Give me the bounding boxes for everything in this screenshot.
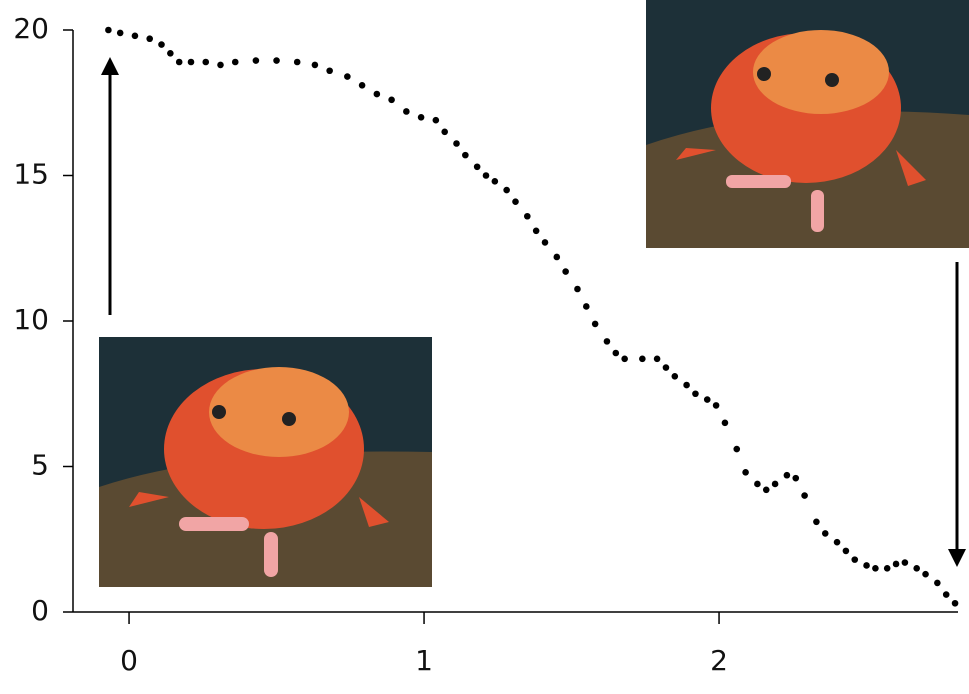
data-point — [417, 114, 425, 121]
data-point — [311, 61, 319, 69]
data-point — [373, 90, 381, 98]
data-point — [892, 560, 900, 568]
data-point — [771, 480, 779, 488]
data-point — [783, 471, 791, 479]
x-tick-label: 0 — [120, 644, 138, 677]
y-tick-label: 5 — [31, 449, 49, 482]
data-point — [217, 61, 224, 69]
data-point — [703, 396, 711, 403]
data-point — [116, 29, 124, 37]
data-point — [754, 480, 761, 488]
data-point — [532, 227, 540, 235]
data-point — [653, 355, 661, 363]
x-tick-label: 1 — [415, 644, 433, 677]
data-point — [913, 565, 920, 572]
fish-photo — [646, 0, 969, 248]
fish-photo — [99, 337, 432, 587]
data-point — [503, 186, 510, 194]
data-point — [231, 58, 239, 66]
data-point — [792, 474, 800, 482]
data-point — [662, 364, 670, 371]
data-point — [453, 140, 460, 147]
data-point — [562, 268, 569, 275]
data-point — [462, 151, 469, 159]
data-point — [821, 530, 829, 537]
data-point — [524, 212, 531, 220]
data-point — [733, 445, 741, 453]
data-point — [951, 599, 959, 607]
data-point — [432, 116, 440, 124]
data-point — [187, 58, 195, 66]
data-point — [591, 320, 599, 328]
data-point — [482, 172, 490, 179]
data-point — [388, 96, 395, 104]
data-point — [344, 73, 351, 80]
data-point — [801, 492, 808, 499]
data-point — [872, 565, 879, 572]
data-point — [863, 562, 870, 569]
data-point — [922, 570, 929, 578]
data-point — [833, 538, 841, 546]
data-point — [683, 381, 690, 389]
data-point — [883, 565, 891, 572]
data-point — [293, 58, 301, 66]
data-point — [131, 32, 139, 40]
data-point — [326, 67, 333, 75]
data-point — [574, 285, 581, 293]
data-point — [934, 579, 941, 587]
data-point — [441, 128, 449, 136]
y-tick-label: 10 — [13, 303, 49, 336]
data-point — [612, 349, 620, 357]
data-point — [403, 108, 410, 115]
data-point — [583, 303, 590, 310]
data-point — [851, 556, 859, 563]
data-point — [158, 41, 165, 48]
data-point — [813, 518, 820, 526]
data-point — [473, 163, 481, 171]
data-point — [901, 559, 909, 566]
data-point — [553, 253, 561, 261]
data-point — [202, 58, 210, 66]
data-point — [742, 469, 749, 476]
data-point — [942, 591, 950, 598]
y-tick-label: 15 — [13, 158, 49, 191]
data-point — [273, 57, 280, 64]
data-point — [167, 49, 174, 57]
data-point — [603, 338, 611, 345]
data-point — [541, 239, 549, 246]
data-point — [621, 355, 628, 363]
data-point — [692, 390, 699, 398]
data-point — [491, 178, 499, 185]
y-tick-label: 20 — [13, 12, 49, 45]
data-point — [175, 58, 183, 66]
data-point — [512, 198, 519, 205]
data-point — [105, 26, 112, 34]
data-point — [762, 486, 770, 494]
data-point — [146, 35, 153, 43]
data-point — [721, 419, 729, 427]
data-point — [712, 402, 720, 409]
data-point — [358, 81, 366, 89]
x-tick-label: 2 — [710, 644, 728, 677]
data-point — [671, 372, 679, 380]
data-point — [252, 57, 260, 64]
y-tick-label: 0 — [31, 594, 49, 627]
data-point — [639, 355, 646, 363]
data-point — [842, 547, 850, 555]
